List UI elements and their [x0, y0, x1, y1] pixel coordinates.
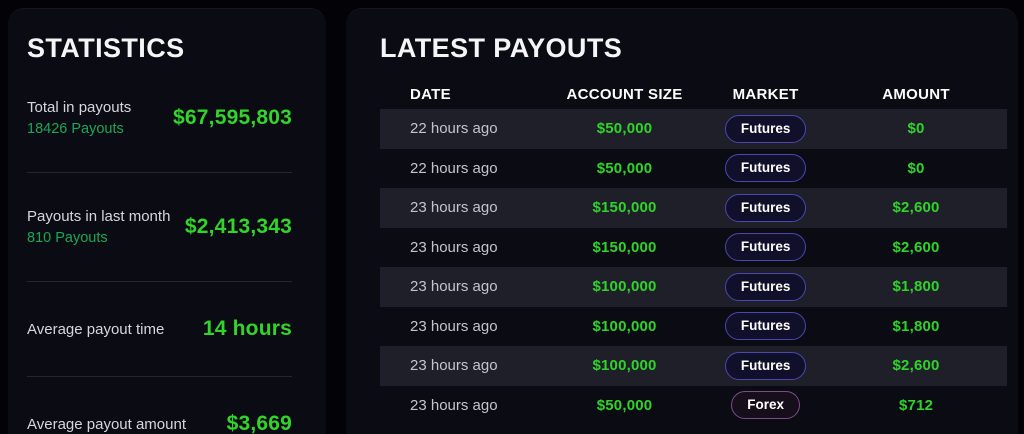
payouts-table: DATE ACCOUNT SIZE MARKET AMOUNT 22 hours… — [380, 79, 1007, 425]
column-header-amount: AMOUNT — [882, 85, 950, 103]
stat-row: Payouts in last month 810 Payouts $2,413… — [27, 173, 292, 282]
payout-row: 22 hours ago $50,000 Futures $0 — [380, 149, 1007, 189]
market-badge: Futures — [724, 233, 807, 262]
payout-date: 23 hours ago — [410, 278, 498, 296]
payout-account-size: $150,000 — [592, 238, 657, 256]
latest-payouts-panel: LATEST PAYOUTS DATE ACCOUNT SIZE MARKET … — [346, 8, 1018, 434]
payout-account-size: $50,000 — [596, 120, 653, 138]
stat-row: Total in payouts 18426 Payouts $67,595,8… — [27, 64, 292, 173]
payout-account-size: $150,000 — [592, 199, 657, 217]
payout-row: 22 hours ago $50,000 Futures $0 — [380, 109, 1007, 149]
column-header-market: MARKET — [732, 85, 799, 103]
payout-date: 22 hours ago — [410, 120, 498, 138]
column-header-account-size: ACCOUNT SIZE — [566, 85, 683, 103]
payout-date: 23 hours ago — [410, 199, 498, 217]
stat-value: $2,413,343 — [184, 215, 292, 238]
payout-date: 23 hours ago — [410, 238, 498, 256]
stat-row: Average payout amount $3,669 — [27, 377, 292, 434]
market-badge: Futures — [724, 312, 807, 341]
payout-row: 23 hours ago $100,000 Futures $2,600 — [380, 346, 1007, 386]
stat-label: Average payout time — [27, 320, 165, 338]
payout-row: 23 hours ago $150,000 Futures $2,600 — [380, 228, 1007, 268]
stat-value: 14 hours — [202, 317, 292, 340]
payout-amount: $1,800 — [892, 278, 940, 296]
stat-label: Total in payouts — [27, 99, 132, 116]
statistics-title: STATISTICS — [27, 33, 185, 63]
payout-amount: $712 — [898, 396, 934, 414]
payouts-table-header: DATE ACCOUNT SIZE MARKET AMOUNT — [380, 79, 1007, 109]
payout-row: 23 hours ago $100,000 Futures $1,800 — [380, 307, 1007, 347]
market-badge: Futures — [724, 272, 807, 301]
market-badge: Futures — [724, 114, 807, 143]
payout-row: 23 hours ago $100,000 Futures $1,800 — [380, 267, 1007, 307]
payout-amount: $2,600 — [892, 238, 940, 256]
payout-account-size: $100,000 — [592, 357, 657, 375]
payout-account-size: $50,000 — [596, 159, 653, 177]
market-badge: Futures — [724, 351, 807, 380]
payout-date: 23 hours ago — [410, 317, 498, 335]
stat-value: $67,595,803 — [173, 106, 292, 129]
stat-row: Average payout time 14 hours — [27, 282, 292, 377]
latest-payouts-title: LATEST PAYOUTS — [380, 33, 623, 63]
payout-date: 23 hours ago — [410, 396, 498, 414]
stat-value: $3,669 — [226, 412, 292, 434]
market-badge: Futures — [724, 154, 807, 183]
stat-sublabel: 18426 Payouts — [27, 121, 124, 137]
market-badge: Futures — [724, 193, 807, 222]
payout-account-size: $100,000 — [592, 278, 657, 296]
payout-amount: $0 — [907, 120, 925, 138]
payout-account-size: $100,000 — [592, 317, 657, 335]
payout-amount: $1,800 — [892, 317, 940, 335]
stat-sublabel: 810 Payouts — [27, 230, 108, 246]
payout-amount: $2,600 — [892, 199, 940, 217]
payout-row: 23 hours ago $150,000 Futures $2,600 — [380, 188, 1007, 228]
payout-date: 22 hours ago — [410, 159, 498, 177]
payouts-table-body: 22 hours ago $50,000 Futures $0 22 hours… — [380, 109, 1007, 425]
stat-label: Payouts in last month — [27, 208, 171, 225]
payout-account-size: $50,000 — [596, 396, 653, 414]
market-badge: Forex — [731, 391, 800, 420]
column-header-date: DATE — [410, 85, 451, 103]
statistics-panel: STATISTICS Total in payouts 18426 Payout… — [8, 8, 326, 434]
payout-amount: $2,600 — [892, 357, 940, 375]
stat-label: Average payout amount — [27, 415, 187, 433]
statistics-list: Total in payouts 18426 Payouts $67,595,8… — [27, 64, 292, 434]
payout-amount: $0 — [907, 159, 925, 177]
payout-row: 23 hours ago $50,000 Forex $712 — [380, 386, 1007, 426]
payout-date: 23 hours ago — [410, 357, 498, 375]
